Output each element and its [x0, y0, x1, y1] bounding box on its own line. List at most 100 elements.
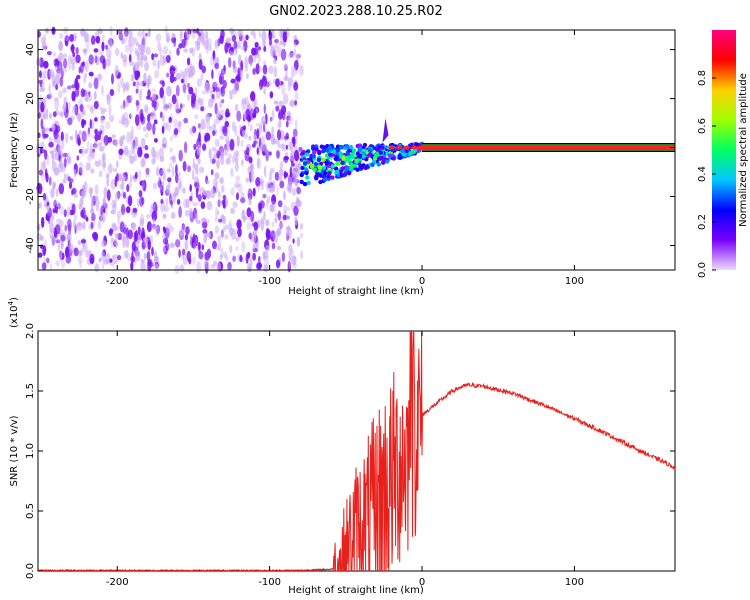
- spectrogram-noise-mark: [102, 198, 105, 205]
- spectrogram-noise-mark: [256, 122, 259, 127]
- spectrogram-noise-mark: [178, 206, 182, 218]
- spectrogram-signal-mark: [388, 153, 393, 158]
- spectrogram-noise-mark: [37, 183, 43, 195]
- spectrogram-noise-mark: [159, 80, 164, 85]
- spectrogram-noise-mark: [42, 245, 47, 256]
- spectrogram-noise-mark: [57, 243, 61, 252]
- spectrogram-noise-mark: [49, 263, 53, 271]
- spectrogram-noise-mark: [236, 110, 242, 122]
- spectrogram-noise-mark: [134, 250, 140, 257]
- spectrogram-noise-mark: [178, 171, 181, 177]
- spectrogram-noise-mark: [40, 161, 46, 172]
- spectrogram-noise-mark: [248, 101, 251, 111]
- spectrogram-noise-mark: [218, 241, 221, 252]
- spectrogram-noise-mark: [98, 257, 102, 262]
- spectrogram-noise-mark: [106, 189, 111, 201]
- spectrogram-y-ticks: -40 -20 0 20 40: [25, 43, 675, 254]
- spectrogram-noise-mark: [257, 219, 261, 228]
- spectrogram-noise-mark: [191, 169, 195, 181]
- spectrogram-noise-mark: [224, 233, 229, 240]
- spectrogram-noise-mark: [154, 263, 159, 270]
- spectrogram-noise-mark: [41, 70, 46, 82]
- spectrogram-noise-mark: [163, 103, 169, 111]
- spectrogram-noise-mark: [212, 260, 218, 267]
- spectrogram-noise-mark: [182, 198, 188, 209]
- spectrogram-noise-mark: [240, 197, 246, 204]
- spectrogram-noise-mark: [46, 94, 52, 100]
- spectrogram-noise-mark: [66, 206, 71, 217]
- spectrogram-signal-mark: [354, 158, 359, 163]
- spectrogram-noise-mark: [78, 249, 82, 257]
- spectrogram-noise-mark: [139, 90, 142, 102]
- spectrogram-noise-mark: [102, 249, 107, 257]
- spectrogram-noise-mark: [104, 203, 109, 210]
- spectrogram-noise-mark: [178, 43, 183, 49]
- spectrogram-noise-mark: [117, 216, 121, 225]
- spectrogram-noise-mark: [169, 147, 173, 153]
- spectrogram-noise-mark: [91, 151, 96, 160]
- spectrogram-noise-mark: [202, 229, 208, 234]
- spectrogram-noise-mark: [254, 41, 259, 48]
- spectrogram-noise-mark: [143, 55, 148, 62]
- spectrogram-noise-mark: [241, 240, 246, 253]
- spectrogram-peak-mark: [388, 145, 395, 150]
- spectrogram-noise-mark: [209, 189, 216, 199]
- spectrogram-noise-mark: [46, 51, 52, 56]
- spectrogram-noise-mark: [44, 96, 48, 103]
- spectrogram-noise-mark: [227, 261, 232, 271]
- spectrogram-noise-mark: [228, 219, 232, 228]
- spectrogram-noise-mark: [67, 176, 71, 182]
- spectrogram-noise-mark: [98, 145, 105, 152]
- spectrogram-noise-mark: [283, 63, 288, 69]
- spectrogram-spike-mark: [382, 118, 389, 143]
- spectrogram-noise-mark: [111, 134, 116, 139]
- spectrogram-noise-mark: [193, 143, 197, 150]
- spectrogram-noise-mark: [91, 134, 95, 140]
- spectrogram-noise-mark: [211, 69, 214, 80]
- spectrogram-noise-mark: [81, 130, 87, 142]
- spectrogram-noise-mark: [243, 40, 248, 52]
- snr-y-ticks: 0.0 0.5 1.0 1.5 2.0: [25, 323, 675, 579]
- spectrogram-noise-mark: [101, 85, 104, 96]
- spectrogram-signal-mark: [335, 169, 340, 175]
- spectrogram-noise-mark: [59, 250, 63, 261]
- spectrogram-noise-mark: [202, 220, 208, 229]
- spectrogram-noise-mark: [49, 221, 54, 233]
- spectrogram-noise-mark: [60, 240, 64, 248]
- spectrogram-noise-mark: [159, 168, 164, 176]
- spectrogram-noise-mark: [95, 205, 100, 212]
- spectrogram-noise-mark: [281, 83, 286, 96]
- spectrogram-noise-mark: [105, 207, 108, 217]
- spectrogram-noise-mark: [78, 130, 82, 136]
- spectrogram-noise-mark: [253, 135, 258, 141]
- spectrogram-noise-mark: [81, 190, 85, 201]
- spectrogram-noise-mark: [59, 219, 64, 228]
- spectrogram-noise-mark: [187, 92, 190, 102]
- spectrogram-noise-mark: [170, 200, 174, 206]
- spectrogram-signal-mark: [316, 157, 321, 163]
- spectrogram-noise-mark: [109, 25, 113, 37]
- spectrogram-noise-mark: [293, 81, 299, 91]
- spectrogram-noise-mark: [110, 209, 115, 215]
- spectrogram-noise-mark: [263, 264, 269, 273]
- spectrogram-noise-mark: [253, 134, 257, 141]
- spectrogram-noise-mark: [257, 157, 260, 170]
- x-tick-label: -100: [258, 577, 281, 588]
- spectrogram-noise-mark: [85, 249, 90, 258]
- spectrogram-noise-mark: [200, 106, 205, 112]
- spectrogram-noise-mark: [159, 169, 165, 179]
- spectrogram-noise-mark: [193, 242, 197, 249]
- spectrogram-signal-mark: [327, 145, 333, 150]
- spectrogram-noise-mark: [71, 104, 78, 116]
- spectrogram-noise-mark: [146, 95, 151, 100]
- spectrogram-noise-mark: [55, 260, 61, 267]
- spectrogram-noise-mark: [93, 48, 99, 53]
- spectrogram-noise-mark: [111, 73, 114, 85]
- spectrogram-noise-mark: [235, 103, 239, 112]
- y-tick-label: 20: [25, 92, 36, 105]
- spectrogram-noise-mark: [125, 206, 131, 214]
- spectrogram-signal-mark: [361, 154, 366, 159]
- spectrogram-noise-mark: [42, 192, 47, 201]
- spectrogram-signal-mark: [314, 147, 319, 152]
- spectrogram-signal-mark: [346, 171, 352, 176]
